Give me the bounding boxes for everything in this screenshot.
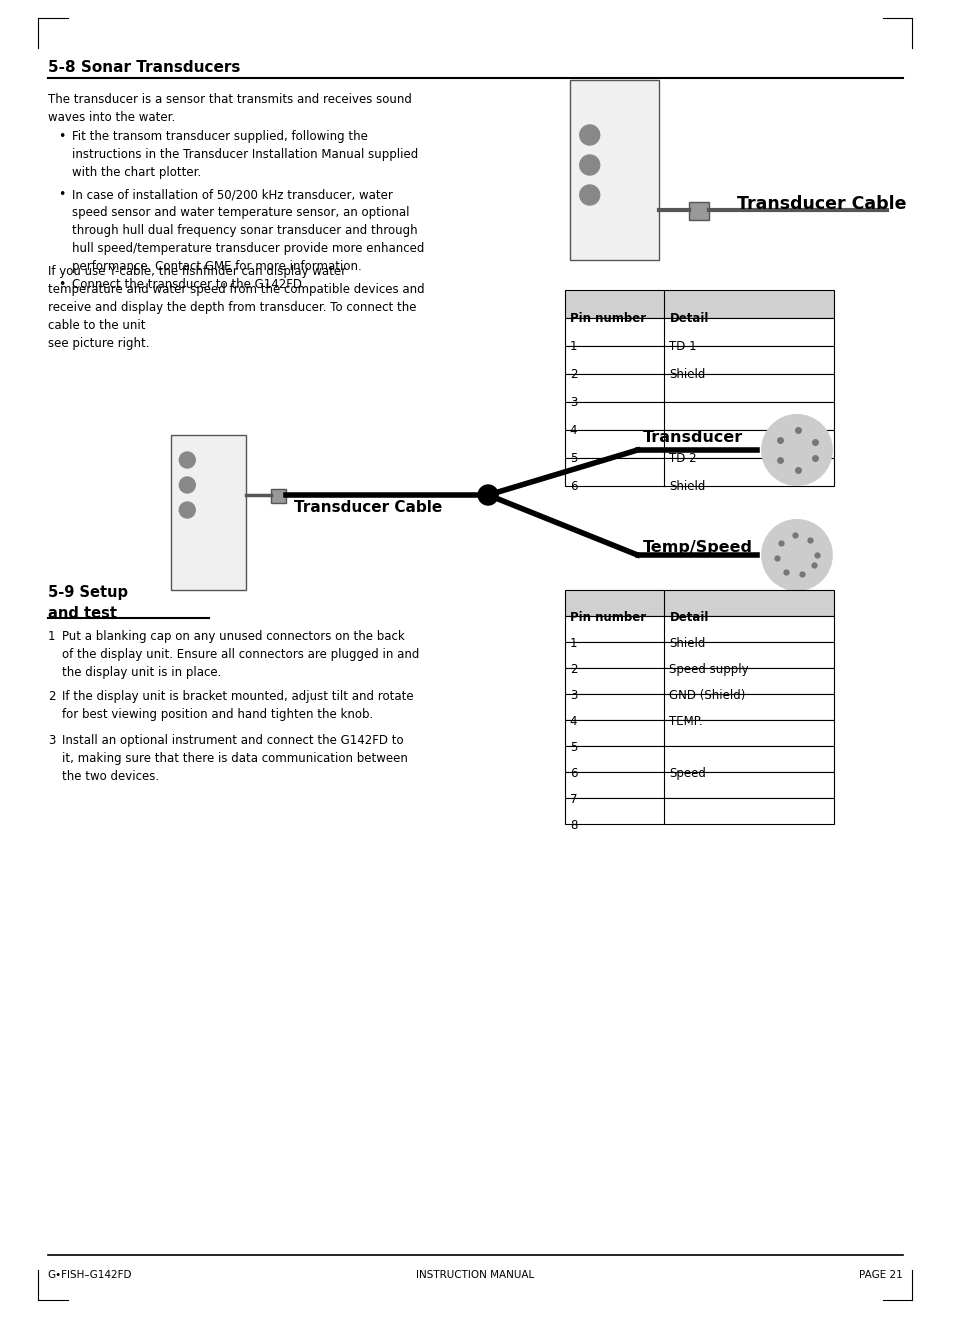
Bar [564, 695, 833, 720]
Text: Put a blanking cap on any unused connectors on the back
of the display unit. Ens: Put a blanking cap on any unused connect… [62, 630, 418, 679]
Bar [569, 80, 659, 260]
Bar [564, 318, 833, 347]
Bar [564, 374, 833, 402]
Circle shape [579, 156, 599, 175]
Text: 6: 6 [569, 767, 577, 780]
Bar [564, 347, 833, 374]
Bar [564, 616, 833, 642]
Text: Connect the transducer to the G142FD.: Connect the transducer to the G142FD. [71, 278, 305, 291]
Text: In case of installation of 50/200 kHz transducer, water
speed sensor and water t: In case of installation of 50/200 kHz tr… [71, 188, 424, 273]
Text: 3: 3 [569, 689, 577, 702]
Text: 1: 1 [569, 637, 577, 650]
Text: Pin number: Pin number [569, 312, 645, 326]
Text: PAGE 21: PAGE 21 [858, 1271, 902, 1280]
Bar [564, 772, 833, 797]
Text: 5: 5 [569, 452, 577, 465]
Text: 2: 2 [569, 663, 577, 676]
Text: Pin number: Pin number [569, 612, 645, 623]
Bar [564, 290, 833, 318]
Bar [689, 202, 708, 220]
Text: Speed: Speed [669, 767, 705, 780]
Bar [564, 402, 833, 430]
Text: Temp/Speed: Temp/Speed [642, 540, 752, 555]
Text: Speed supply: Speed supply [669, 663, 748, 676]
Bar [564, 746, 833, 772]
Text: If the display unit is bracket mounted, adjust tilt and rotate
for best viewing : If the display unit is bracket mounted, … [62, 691, 413, 721]
Text: 3: 3 [569, 395, 577, 409]
Text: Detail: Detail [669, 312, 708, 326]
Bar [271, 489, 286, 503]
Bar [564, 720, 833, 746]
Text: 8: 8 [569, 818, 577, 832]
Text: Fit the transom transducer supplied, following the
instructions in the Transduce: Fit the transom transducer supplied, fol… [71, 130, 417, 179]
Text: Transducer Cable: Transducer Cable [737, 195, 905, 214]
Text: 5: 5 [569, 741, 577, 754]
Text: G•FISH–G142FD: G•FISH–G142FD [48, 1271, 132, 1280]
Text: 5-9 Setup
and test: 5-9 Setup and test [48, 585, 128, 621]
Circle shape [761, 415, 831, 485]
Text: Shield: Shield [669, 637, 705, 650]
Text: Install an optional instrument and connect the G142FD to
it, making sure that th: Install an optional instrument and conne… [62, 734, 407, 783]
Circle shape [579, 185, 599, 206]
Text: •: • [58, 188, 65, 202]
Circle shape [179, 502, 195, 518]
Text: 1: 1 [569, 340, 577, 353]
Text: 2: 2 [48, 691, 55, 702]
Text: Transducer: Transducer [642, 430, 742, 445]
Bar [564, 797, 833, 824]
Text: INSTRUCTION MANUAL: INSTRUCTION MANUAL [416, 1271, 534, 1280]
Text: Detail: Detail [669, 612, 708, 623]
Circle shape [179, 477, 195, 493]
Text: 7: 7 [569, 793, 577, 807]
Circle shape [761, 521, 831, 590]
Bar [172, 435, 246, 590]
Text: 5-8 Sonar Transducers: 5-8 Sonar Transducers [48, 61, 240, 75]
Text: 6: 6 [569, 480, 577, 493]
Text: 1: 1 [48, 630, 55, 643]
Circle shape [179, 452, 195, 468]
Text: GND (Shield): GND (Shield) [669, 689, 745, 702]
Text: 2: 2 [569, 368, 577, 381]
Text: 3: 3 [48, 734, 55, 747]
Bar [564, 457, 833, 486]
Text: •: • [58, 130, 65, 142]
Circle shape [579, 125, 599, 145]
Bar [564, 642, 833, 668]
Text: Transducer Cable: Transducer Cable [294, 500, 441, 515]
Bar [564, 668, 833, 695]
Text: TD 2: TD 2 [669, 452, 697, 465]
Text: The transducer is a sensor that transmits and receives sound
waves into the wate: The transducer is a sensor that transmit… [48, 94, 412, 124]
Text: TEMP.: TEMP. [669, 714, 702, 728]
Text: •: • [58, 278, 65, 291]
Text: Shield: Shield [669, 368, 705, 381]
Text: If you use Y-cable, the fishfinder can display water
temperature and water speed: If you use Y-cable, the fishfinder can d… [48, 265, 424, 351]
Circle shape [477, 485, 497, 505]
Text: Shield: Shield [669, 480, 705, 493]
Text: TD 1: TD 1 [669, 340, 697, 353]
Text: 4: 4 [569, 424, 577, 438]
Bar [564, 590, 833, 616]
Bar [564, 430, 833, 457]
Text: 4: 4 [569, 714, 577, 728]
